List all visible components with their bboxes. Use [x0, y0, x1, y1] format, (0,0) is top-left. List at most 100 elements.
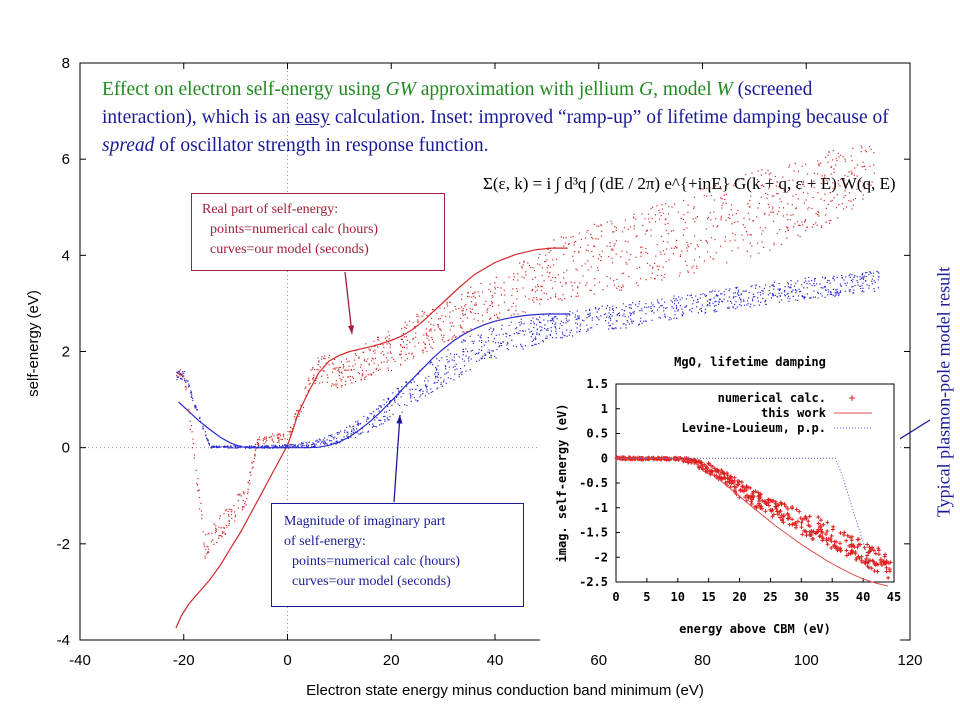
real-numerical-point [738, 179, 740, 181]
imag-numerical-point [645, 320, 647, 322]
imag-numerical-point [750, 303, 752, 305]
real-numerical-point [474, 312, 476, 314]
real-numerical-point [817, 214, 819, 216]
real-numerical-point [304, 387, 306, 389]
real-numerical-point [628, 259, 630, 261]
real-numerical-point [830, 200, 832, 202]
imag-numerical-point [804, 296, 806, 298]
real-numerical-point [449, 329, 451, 331]
real-numerical-point [570, 295, 572, 297]
imag-numerical-point [392, 413, 394, 415]
real-numerical-point [821, 175, 823, 177]
real-numerical-point [206, 551, 209, 554]
real-numerical-point [290, 431, 292, 433]
real-numerical-point [623, 272, 625, 274]
imag-numerical-point [488, 349, 490, 351]
real-numerical-point [802, 183, 804, 185]
imag-numerical-point [612, 328, 614, 330]
real-numerical-point [636, 282, 638, 284]
imag-numerical-point [824, 276, 826, 279]
real-numerical-point [439, 317, 441, 320]
imag-numerical-point [836, 291, 838, 293]
real-numerical-point [693, 206, 695, 208]
real-numerical-point [213, 523, 215, 525]
imag-numerical-point [492, 350, 494, 352]
imag-numerical-point [707, 304, 709, 306]
imag-numerical-point [301, 445, 303, 447]
imag-numerical-point [579, 331, 581, 333]
real-numerical-point [553, 239, 555, 241]
real-numerical-point [870, 184, 872, 186]
real-numerical-point [562, 237, 564, 239]
real-numerical-point [684, 221, 686, 224]
real-numerical-point [403, 346, 406, 348]
real-numerical-point [353, 359, 355, 361]
imag-numerical-point [565, 322, 567, 324]
imag-numerical-point [769, 286, 771, 288]
imag-numerical-point [488, 340, 490, 342]
imag-numerical-point [802, 296, 804, 298]
imag-numerical-point [689, 295, 691, 297]
imag-numerical-point [772, 284, 774, 286]
imag-numerical-point [561, 331, 563, 333]
real-numerical-point [737, 247, 739, 249]
real-numerical-point [394, 360, 396, 362]
imag-numerical-point [536, 333, 538, 335]
real-numerical-point [792, 214, 794, 216]
real-numerical-point [613, 231, 615, 233]
real-numerical-point [430, 330, 432, 332]
imag-numerical-point [427, 380, 429, 382]
real-numerical-point [652, 206, 654, 208]
imag-numerical-point [859, 276, 861, 278]
imag-numerical-point [738, 294, 740, 296]
imag-numerical-point [189, 392, 192, 394]
real-numerical-point [760, 185, 762, 187]
real-numerical-point [458, 307, 460, 310]
imag-numerical-point [594, 307, 597, 309]
real-numerical-point [441, 315, 443, 317]
imag-numerical-point [512, 345, 515, 347]
x-tick-label: 20 [383, 652, 400, 669]
imag-numerical-point [289, 443, 291, 445]
imag-numerical-point [275, 445, 277, 447]
imag-numerical-point [578, 315, 580, 317]
real-numerical-point [316, 377, 318, 379]
imag-numerical-point [334, 436, 336, 438]
imag-numerical-point [616, 320, 618, 322]
imag-numerical-point [677, 302, 680, 304]
real-numerical-point [713, 211, 715, 213]
imag-numerical-point [490, 327, 492, 329]
real-numerical-point [391, 357, 393, 359]
imag-numerical-point [551, 318, 553, 320]
real-numerical-point [426, 350, 428, 353]
imag-numerical-point [682, 314, 684, 316]
imag-numerical-point [244, 446, 246, 448]
imag-numerical-point [555, 330, 557, 332]
imag-numerical-point [192, 399, 194, 401]
imag-numerical-point [357, 420, 359, 422]
imag-numerical-point [367, 417, 369, 419]
imag-numerical-point [552, 317, 554, 319]
real-numerical-point [676, 247, 678, 249]
real-numerical-point [459, 324, 462, 326]
imag-numerical-point [373, 414, 375, 416]
real-numerical-point [249, 471, 251, 473]
real-numerical-point [534, 276, 536, 278]
real-numerical-point [717, 225, 719, 227]
imag-numerical-point [677, 309, 679, 311]
imag-numerical-point [495, 357, 497, 359]
imag-numerical-point [464, 340, 466, 342]
imag-numerical-point [428, 393, 430, 395]
imag-numerical-point [713, 297, 715, 299]
real-numerical-point [265, 441, 267, 443]
real-numerical-point [540, 298, 542, 300]
real-numerical-point [363, 358, 366, 360]
real-numerical-point [664, 223, 666, 225]
imag-numerical-point [393, 397, 395, 399]
real-numerical-point [227, 514, 230, 516]
imag-numerical-point [740, 293, 742, 295]
real-numerical-point [244, 501, 246, 503]
real-numerical-point [580, 238, 582, 240]
imag-numerical-point [653, 306, 655, 308]
real-numerical-point [234, 520, 236, 522]
